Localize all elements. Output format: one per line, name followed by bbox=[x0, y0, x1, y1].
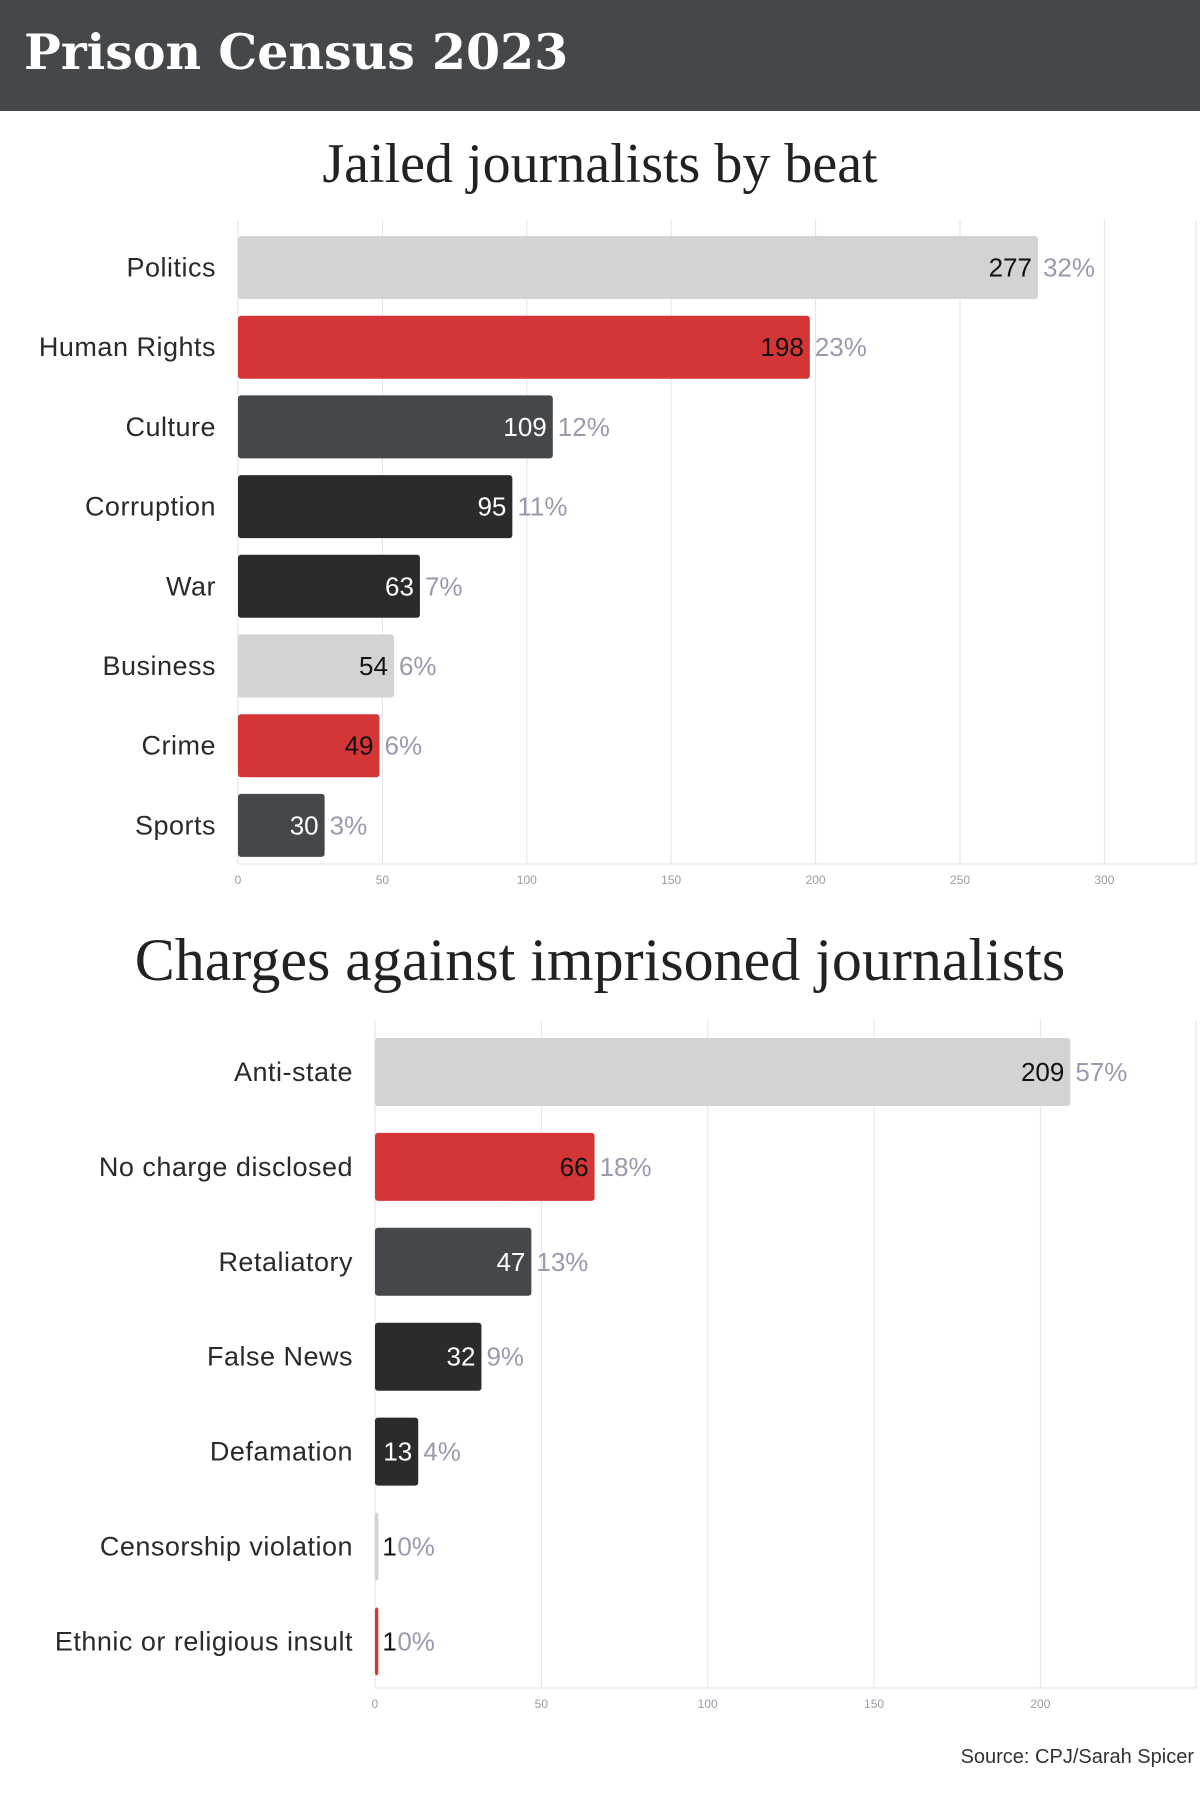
beat-value-label-corruption: 95 bbox=[477, 492, 506, 522]
charge-percent-label-retaliatory: 13% bbox=[536, 1247, 588, 1277]
beat-percent-label-war: 7% bbox=[425, 571, 463, 601]
charge-value-label-retaliatory: 47 bbox=[496, 1247, 525, 1277]
beat-percent-label-culture: 12% bbox=[558, 412, 610, 442]
beat-percent-label-politics: 32% bbox=[1043, 253, 1095, 283]
chart-title-charges: Charges against imprisoned journalists bbox=[134, 927, 1066, 993]
chart-title-beat: Jailed journalists by beat bbox=[322, 133, 878, 195]
charge-value-label-false-news: 32 bbox=[447, 1342, 476, 1372]
charge-bar-defamation bbox=[375, 1417, 419, 1486]
charge-category-label-retaliatory: Retaliatory bbox=[218, 1247, 353, 1277]
charge-percent-label-anti-state: 57% bbox=[1075, 1057, 1127, 1087]
charge-category-label-anti-state: Anti-state bbox=[234, 1057, 353, 1087]
beat-percent-label-crime: 6% bbox=[385, 731, 423, 761]
beat-percent-label-human-rights: 23% bbox=[815, 332, 867, 362]
beat-category-label-crime: Crime bbox=[142, 731, 217, 761]
beat-category-label-culture: Culture bbox=[125, 412, 216, 442]
charge-bar-anti-state bbox=[375, 1038, 1071, 1106]
charge-bar-false-news bbox=[375, 1322, 482, 1391]
charge-percent-label-no-charge-disclosed: 18% bbox=[600, 1152, 652, 1182]
charge-category-label-no-charge-disclosed: No charge disclosed bbox=[99, 1152, 353, 1182]
charge-percent-label-ethnic-or-religious-insult: 0% bbox=[397, 1626, 435, 1656]
beat-bar-corruption bbox=[238, 475, 513, 539]
beat-category-label-politics: Politics bbox=[126, 253, 216, 283]
beat-category-label-human-rights: Human Rights bbox=[39, 332, 216, 362]
charge-value-label-defamation: 13 bbox=[383, 1437, 412, 1467]
charge-bar-no-charge-disclosed bbox=[375, 1132, 595, 1201]
beat-tick-label-100: 100 bbox=[517, 873, 537, 887]
charge-bar-retaliatory bbox=[375, 1227, 532, 1296]
charge-value-label-anti-state: 209 bbox=[1021, 1057, 1064, 1087]
beat-value-label-war: 63 bbox=[385, 571, 414, 601]
beat-tick-label-0: 0 bbox=[235, 873, 242, 887]
beat-percent-label-sports: 3% bbox=[330, 810, 368, 840]
beat-value-label-business: 54 bbox=[359, 651, 388, 681]
beat-bar-war bbox=[238, 554, 420, 618]
charge-tick-label-150: 150 bbox=[864, 1697, 884, 1711]
charge-category-label-ethnic-or-religious-insult: Ethnic or religious insult bbox=[55, 1626, 353, 1656]
beat-value-label-culture: 109 bbox=[503, 412, 546, 442]
beat-category-label-war: War bbox=[166, 571, 216, 601]
charge-value-label-censorship-violation: 1 bbox=[382, 1532, 396, 1562]
charge-value-label-ethnic-or-religious-insult: 1 bbox=[382, 1626, 396, 1656]
beat-bar-culture bbox=[238, 395, 553, 459]
beat-category-label-sports: Sports bbox=[135, 810, 216, 840]
beat-value-label-sports: 30 bbox=[290, 810, 319, 840]
beat-tick-label-250: 250 bbox=[950, 873, 970, 887]
charge-tick-label-0: 0 bbox=[372, 1697, 379, 1711]
charge-bar-ethnic-or-religious-insult bbox=[375, 1607, 379, 1676]
charge-percent-label-censorship-violation: 0% bbox=[397, 1532, 435, 1562]
charge-tick-label-100: 100 bbox=[698, 1697, 718, 1711]
charge-category-label-false-news: False News bbox=[207, 1342, 353, 1372]
beat-bar-crime bbox=[238, 714, 380, 778]
charge-value-label-no-charge-disclosed: 66 bbox=[560, 1152, 589, 1182]
beat-tick-label-300: 300 bbox=[1094, 873, 1114, 887]
beat-bar-sports bbox=[238, 793, 325, 857]
beat-bar-human-rights bbox=[238, 315, 810, 379]
beat-category-label-business: Business bbox=[102, 651, 216, 681]
charge-tick-label-50: 50 bbox=[535, 1697, 549, 1711]
header-bar: Prison Census 2023 bbox=[0, 0, 1200, 111]
charge-percent-label-defamation: 4% bbox=[423, 1437, 461, 1467]
charge-bar-censorship-violation bbox=[375, 1512, 379, 1581]
beat-value-label-crime: 49 bbox=[345, 731, 374, 761]
page-title: Prison Census 2023 bbox=[24, 23, 569, 81]
beat-value-label-politics: 277 bbox=[989, 253, 1032, 283]
beat-tick-label-50: 50 bbox=[376, 873, 390, 887]
charges-bar-chart: 0 50 100 150 200 Anti-state 209 57% No charge di… bbox=[55, 1020, 1197, 1711]
beat-tick-label-150: 150 bbox=[661, 873, 681, 887]
beat-bar-chart: 0 50 100 150 200 250 300 Politics 277 32% Human Ri… bbox=[39, 220, 1197, 887]
beat-value-label-human-rights: 198 bbox=[760, 332, 803, 362]
beat-category-label-corruption: Corruption bbox=[85, 492, 216, 522]
beat-percent-label-business: 6% bbox=[399, 651, 437, 681]
source-credit: Source: CPJ/Sarah Spicer bbox=[960, 1746, 1194, 1768]
charge-category-label-defamation: Defamation bbox=[210, 1437, 353, 1467]
beat-percent-label-corruption: 11% bbox=[517, 492, 567, 522]
beat-bar-politics bbox=[238, 236, 1038, 299]
beat-tick-label-200: 200 bbox=[806, 873, 826, 887]
charge-tick-label-200: 200 bbox=[1030, 1697, 1050, 1711]
charge-percent-label-false-news: 9% bbox=[486, 1342, 524, 1372]
beat-bar-business bbox=[238, 634, 394, 698]
charge-category-label-censorship-violation: Censorship violation bbox=[100, 1532, 353, 1562]
